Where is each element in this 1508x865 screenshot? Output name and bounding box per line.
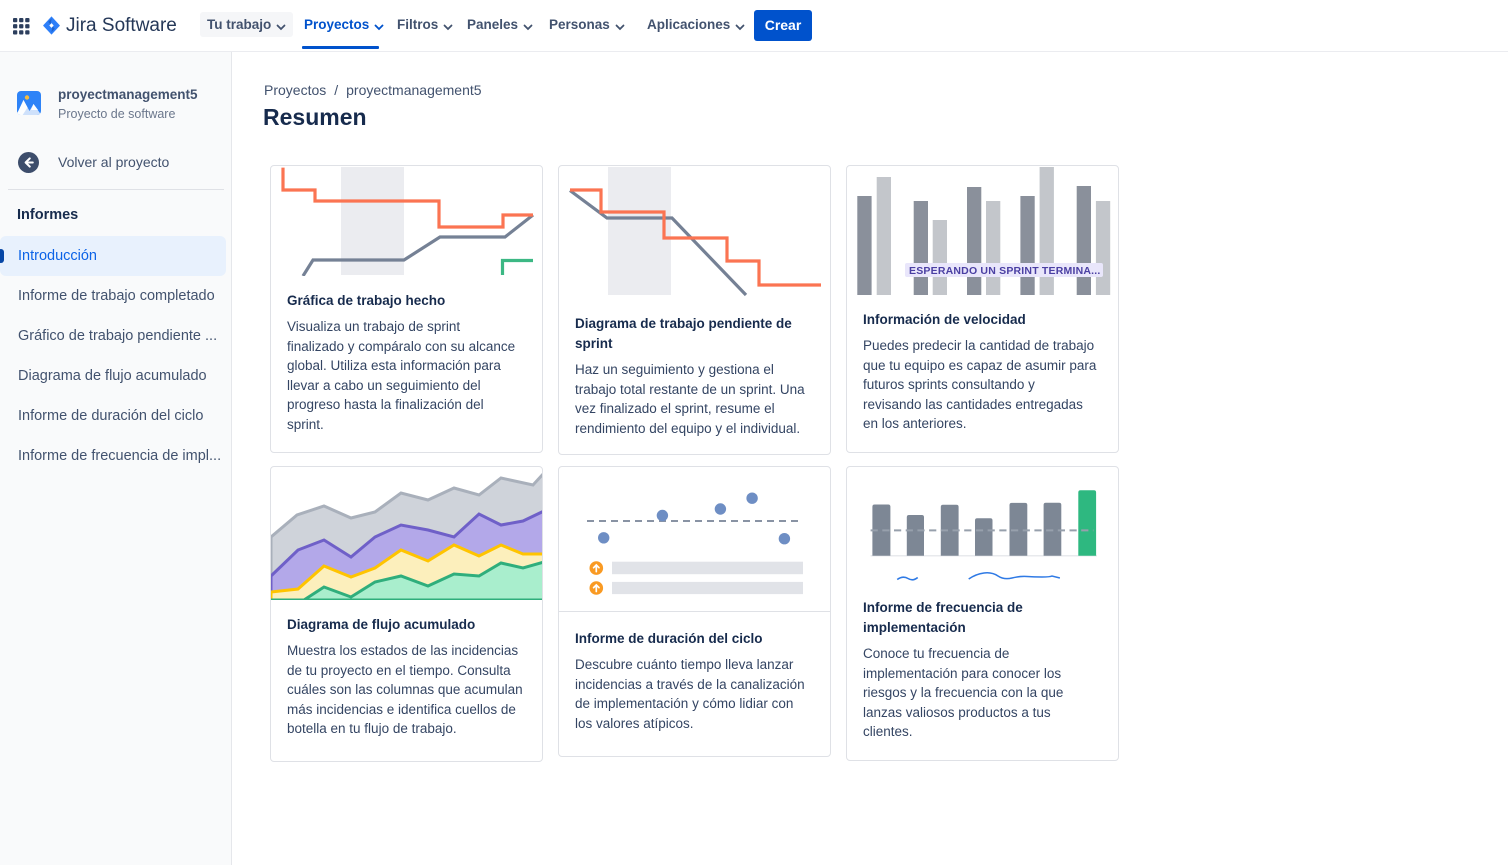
svg-text:ESPERANDO UN SPRINT TERMINA...: ESPERANDO UN SPRINT TERMINA...: [909, 265, 1101, 277]
